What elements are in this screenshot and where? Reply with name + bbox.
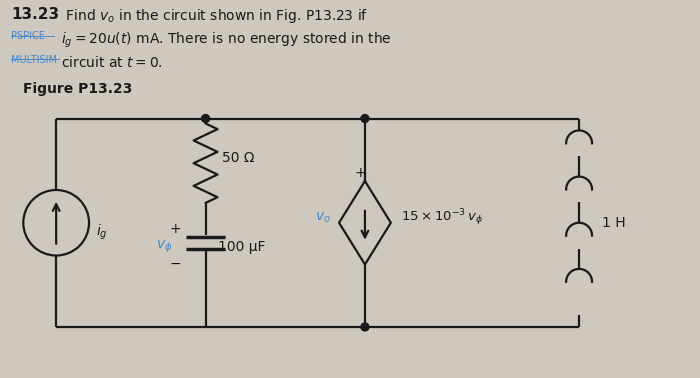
Circle shape xyxy=(361,115,369,122)
Text: +: + xyxy=(354,166,366,180)
Circle shape xyxy=(361,323,369,331)
Text: 13.23: 13.23 xyxy=(11,7,60,22)
Text: 1 H: 1 H xyxy=(602,216,626,230)
Text: $15 \times 10^{-3}\,v_\phi$: $15 \times 10^{-3}\,v_\phi$ xyxy=(401,208,483,228)
Text: $v_o$: $v_o$ xyxy=(315,211,331,225)
Text: MULTISIM: MULTISIM xyxy=(11,55,57,65)
Text: −: − xyxy=(170,256,181,270)
Text: PSPICE: PSPICE xyxy=(11,31,46,41)
Text: circuit at $t = 0$.: circuit at $t = 0$. xyxy=(61,55,163,70)
Circle shape xyxy=(202,115,209,122)
Text: $i_g = 20u(t)$ mA. There is no energy stored in the: $i_g = 20u(t)$ mA. There is no energy st… xyxy=(61,31,392,51)
Text: $i_g$: $i_g$ xyxy=(96,223,108,242)
Text: Figure P13.23: Figure P13.23 xyxy=(23,82,133,96)
Text: 100 μF: 100 μF xyxy=(218,240,265,254)
Text: $v_\phi$: $v_\phi$ xyxy=(155,239,172,255)
Text: Find $v_o$ in the circuit shown in Fig. P13.23 if: Find $v_o$ in the circuit shown in Fig. … xyxy=(61,7,368,25)
Text: +: + xyxy=(170,222,181,236)
Text: 50 Ω: 50 Ω xyxy=(221,151,254,165)
